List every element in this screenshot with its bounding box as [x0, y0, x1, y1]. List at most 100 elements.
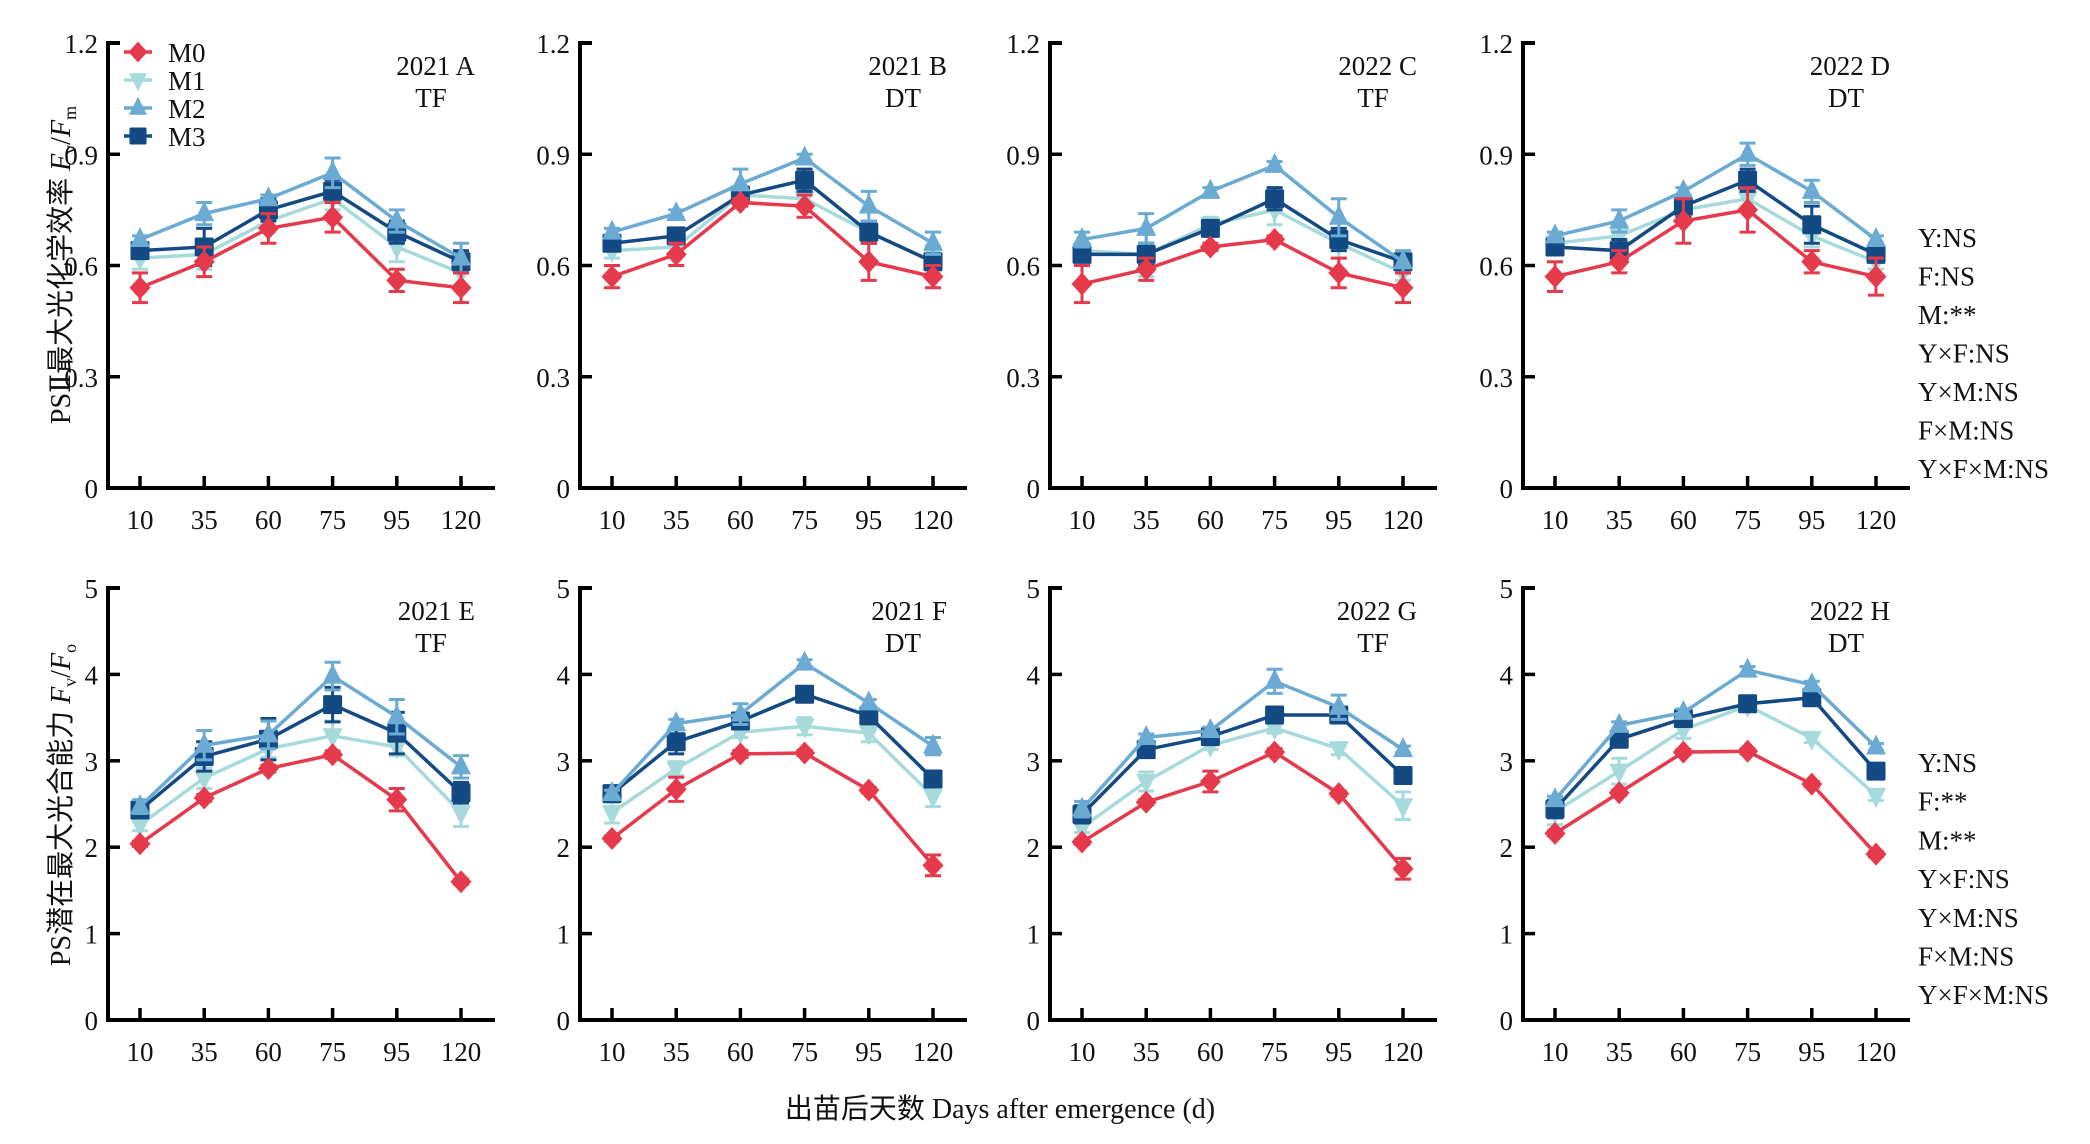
data-point-m3	[666, 732, 686, 752]
y-axis-title-row-2: PS潜在最大光合能力 Fv/Fo	[45, 644, 80, 966]
series-m0	[1071, 228, 1414, 305]
y-axis-title-sub-m: m	[60, 106, 80, 120]
data-point-m0	[1135, 257, 1157, 281]
series-line	[1554, 178, 1877, 256]
data-point-m3	[795, 684, 815, 704]
data-point-m1	[794, 718, 815, 739]
y-tick-label: 3	[1500, 747, 1514, 777]
panel-f: 0 1 2 3 4 5 10 35 60 75 95 120 2021 FDT	[557, 574, 967, 1067]
series-line	[138, 733, 463, 827]
y-tick-label: 1	[557, 920, 571, 950]
data-point-m2	[130, 794, 150, 815]
data-point-m3	[1866, 761, 1886, 781]
y-tick-label: 2	[85, 833, 99, 863]
data-point-m2	[794, 145, 815, 166]
panel-title: 2022 D	[1810, 51, 1890, 81]
data-point-m0	[1608, 250, 1630, 274]
y-axis-title-sub-v: v	[60, 678, 80, 687]
y-tick-label: 0.3	[536, 363, 570, 393]
legend-marker-m3	[129, 127, 147, 145]
y-tick-label: 3	[85, 747, 99, 777]
data-point-m0	[450, 870, 472, 894]
y-tick-label: 4	[85, 660, 99, 690]
data-point-m2	[1609, 712, 1630, 733]
data-point-m2	[730, 701, 751, 722]
data-point-m0	[257, 216, 279, 240]
series-line	[1554, 749, 1878, 856]
legend-item-m3: M3	[124, 122, 206, 152]
data-point-m2	[730, 171, 751, 192]
x-tick-label: 60	[255, 1037, 282, 1067]
x-tick-label: 10	[599, 1037, 626, 1067]
data-point-m2	[858, 193, 879, 214]
series-m3	[130, 178, 471, 275]
series-line	[611, 178, 934, 264]
series-m0	[1544, 186, 1887, 297]
series-m2	[1072, 667, 1413, 819]
y-tick-label: 2	[557, 833, 571, 863]
series-m0	[129, 743, 472, 894]
y-tick-label: 1.2	[1006, 29, 1040, 59]
series-m2	[1545, 141, 1886, 248]
series-line	[610, 692, 935, 795]
y-axis-title-main: PS潜在最大光合能力	[45, 704, 77, 966]
data-point-m0	[1071, 830, 1093, 854]
data-point-m1	[1136, 774, 1157, 795]
data-point-m2	[923, 230, 943, 251]
y-tick-label: 5	[1500, 574, 1514, 604]
x-tick-label: 35	[191, 1037, 218, 1067]
panel-a: 0 0.3 0.6 0.9 1.2 10 35 60 75 95 120 2021 ATF M0M1M2…	[64, 29, 495, 535]
y-tick-label: 0.3	[1006, 363, 1040, 393]
x-tick-label: 120	[913, 505, 954, 535]
panel-title: 2021 A	[396, 51, 475, 81]
data-point-m2	[258, 722, 279, 743]
series-line	[610, 661, 934, 795]
series-m2	[130, 660, 471, 816]
x-tick-label: 10	[1069, 505, 1096, 535]
panel-treatment-label: DT	[885, 83, 921, 113]
y-tick-label: 1	[1027, 920, 1041, 950]
anova-stats-row-1: Y:NS F:NS M:** Y×F:NS Y×M:NS F×M:NS Y×F×M:NS	[1918, 223, 2049, 484]
data-point-m2	[666, 711, 687, 732]
data-point-m2	[858, 690, 879, 711]
y-axis-title-f: F	[46, 686, 77, 705]
series-line	[1554, 152, 1878, 241]
data-point-m0	[1392, 276, 1414, 300]
legend-item-m0: M0	[124, 38, 206, 68]
data-point-m0	[922, 265, 944, 289]
x-axis-title: 出苗后天数 Days after emergence (d)	[785, 1093, 1215, 1125]
data-point-m2	[386, 704, 407, 725]
data-point-m2	[194, 201, 215, 222]
x-tick-label: 95	[1798, 505, 1825, 535]
anova-stat: M:**	[1918, 825, 1977, 855]
data-point-m0	[1135, 790, 1157, 814]
y-tick-label: 0	[1027, 474, 1041, 504]
data-point-m1	[1264, 720, 1285, 741]
data-point-m1	[1393, 798, 1413, 819]
data-point-m3	[1802, 688, 1822, 708]
data-point-m0	[1801, 772, 1823, 796]
data-point-m0	[386, 788, 408, 812]
anova-stat: M:**	[1918, 300, 1977, 330]
series-line	[139, 189, 462, 264]
series-line	[610, 751, 935, 867]
y-axis-title-slash: /	[46, 670, 77, 678]
y-tick-label: 0.6	[1479, 252, 1513, 282]
anova-stat: Y×F×M:NS	[1918, 980, 2049, 1010]
series-m2	[1545, 657, 1886, 808]
panel-c: 0 0.3 0.6 0.9 1.2 10 35 60 75 95 120 2022 CTF	[1006, 29, 1437, 535]
data-point-m2	[794, 650, 815, 671]
panel-title: 2022 G	[1337, 596, 1417, 626]
y-axis-title-f2: F	[46, 652, 77, 671]
data-point-m2	[602, 219, 622, 240]
data-point-m3	[1265, 189, 1285, 209]
x-tick-label: 75	[791, 1037, 818, 1067]
data-point-m3	[1200, 218, 1220, 238]
x-tick-label: 120	[913, 1037, 954, 1067]
x-tick-label: 35	[191, 505, 218, 535]
data-point-m3	[1072, 244, 1092, 264]
data-point-m3	[1609, 729, 1629, 749]
series-line	[139, 196, 462, 275]
data-point-m2	[1866, 734, 1886, 755]
